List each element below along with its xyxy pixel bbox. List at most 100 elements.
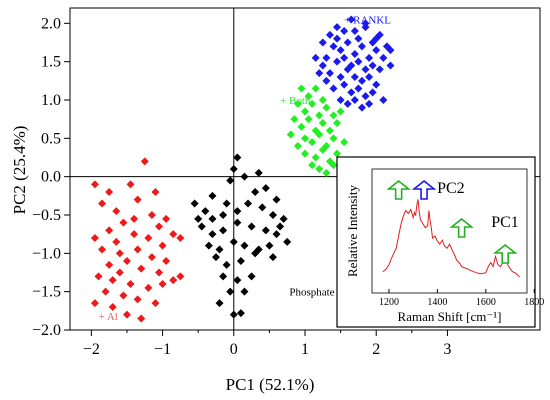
data-point — [155, 222, 164, 231]
data-point — [290, 115, 299, 124]
data-point — [311, 53, 320, 62]
data-point — [340, 80, 349, 89]
data-point — [322, 53, 331, 62]
inset-marker-label: PC2 — [437, 180, 465, 197]
data-point — [333, 23, 342, 32]
data-point — [90, 234, 99, 242]
data-point — [350, 27, 359, 35]
data-point — [112, 207, 121, 216]
data-point — [301, 134, 309, 143]
data-point — [240, 241, 249, 250]
raman-spectrum-inset: 1200 1400 1600 1800 Raman Shift [cm⁻¹] Relati… — [336, 156, 544, 328]
data-point — [162, 257, 171, 265]
data-point — [140, 157, 149, 166]
data-point — [336, 96, 345, 104]
data-point — [368, 88, 377, 97]
data-point — [329, 134, 338, 143]
up-arrow-icon — [386, 179, 411, 200]
inset-x-tick-label: 1400 — [427, 297, 447, 308]
data-point — [272, 195, 281, 204]
data-point — [201, 207, 210, 216]
data-point — [325, 69, 334, 78]
data-point — [108, 303, 117, 311]
data-point — [304, 115, 313, 124]
series-phosphate — [190, 153, 292, 319]
data-point — [211, 253, 220, 262]
data-point — [357, 42, 366, 51]
data-point — [254, 168, 263, 177]
data-point — [301, 149, 309, 158]
y-tick-label: −1.0 — [32, 245, 61, 262]
data-point — [315, 111, 324, 120]
data-point — [311, 84, 320, 93]
data-point — [194, 214, 203, 223]
series-both — [286, 84, 349, 177]
y-tick-label: −2.0 — [32, 322, 61, 339]
data-point — [233, 153, 242, 162]
data-point — [105, 226, 114, 235]
data-point — [233, 218, 242, 227]
data-point — [315, 130, 324, 139]
series-rankl — [311, 15, 395, 112]
data-point — [247, 222, 256, 231]
data-point — [350, 96, 359, 104]
data-point — [343, 65, 352, 74]
data-point — [115, 249, 124, 258]
y-tick-label: −0.5 — [32, 207, 61, 224]
data-point — [147, 253, 156, 262]
data-point — [315, 165, 324, 173]
inset-x-tick-label: 1800 — [524, 297, 544, 308]
data-point — [119, 291, 128, 300]
raman-spectrum-line — [382, 199, 521, 278]
data-point — [251, 188, 260, 196]
data-point — [176, 234, 185, 242]
up-arrow-icon — [492, 243, 518, 264]
data-point — [176, 272, 185, 281]
inset-y-axis-title: Relative Intensity — [345, 184, 360, 277]
data-point — [354, 57, 363, 66]
data-point — [308, 99, 317, 108]
data-point — [208, 230, 217, 239]
data-point — [322, 76, 331, 85]
inset-marker-label: PC1 — [491, 214, 519, 231]
y-tick-label: 1.0 — [41, 92, 61, 109]
data-point — [325, 126, 334, 135]
data-point — [169, 276, 178, 285]
data-point — [329, 42, 338, 51]
series-annotation: + Both — [280, 95, 311, 107]
data-point — [137, 314, 146, 323]
data-point — [222, 260, 231, 269]
data-point — [122, 257, 131, 265]
data-point — [226, 287, 235, 296]
data-point — [322, 168, 331, 177]
data-point — [90, 299, 99, 308]
data-point — [219, 211, 228, 219]
data-point — [219, 226, 228, 235]
data-point — [108, 276, 117, 285]
data-point — [333, 57, 342, 66]
data-point — [229, 310, 238, 319]
data-point — [318, 38, 327, 47]
data-point — [357, 103, 366, 112]
data-point — [379, 96, 388, 104]
data-point — [304, 92, 313, 101]
data-point — [105, 260, 114, 269]
x-tick-label: −1 — [154, 341, 171, 358]
data-point — [272, 230, 281, 239]
inset-x-tick-label: 1600 — [476, 297, 496, 308]
data-point — [372, 46, 381, 55]
data-point — [340, 138, 349, 147]
data-point — [297, 84, 306, 93]
data-point — [293, 142, 302, 150]
data-point — [283, 237, 292, 246]
data-point — [208, 214, 217, 223]
y-axis: −2.0 −1.5 −1.0 −0.5 0.0 0.5 1.0 1.5 2.0 — [32, 15, 70, 339]
data-point — [318, 96, 327, 104]
data-point — [297, 122, 306, 131]
data-point — [133, 195, 142, 204]
data-point — [361, 19, 370, 28]
inset-plot-border — [371, 168, 528, 294]
data-point — [336, 46, 345, 55]
data-point — [258, 203, 267, 212]
data-point — [158, 280, 167, 288]
